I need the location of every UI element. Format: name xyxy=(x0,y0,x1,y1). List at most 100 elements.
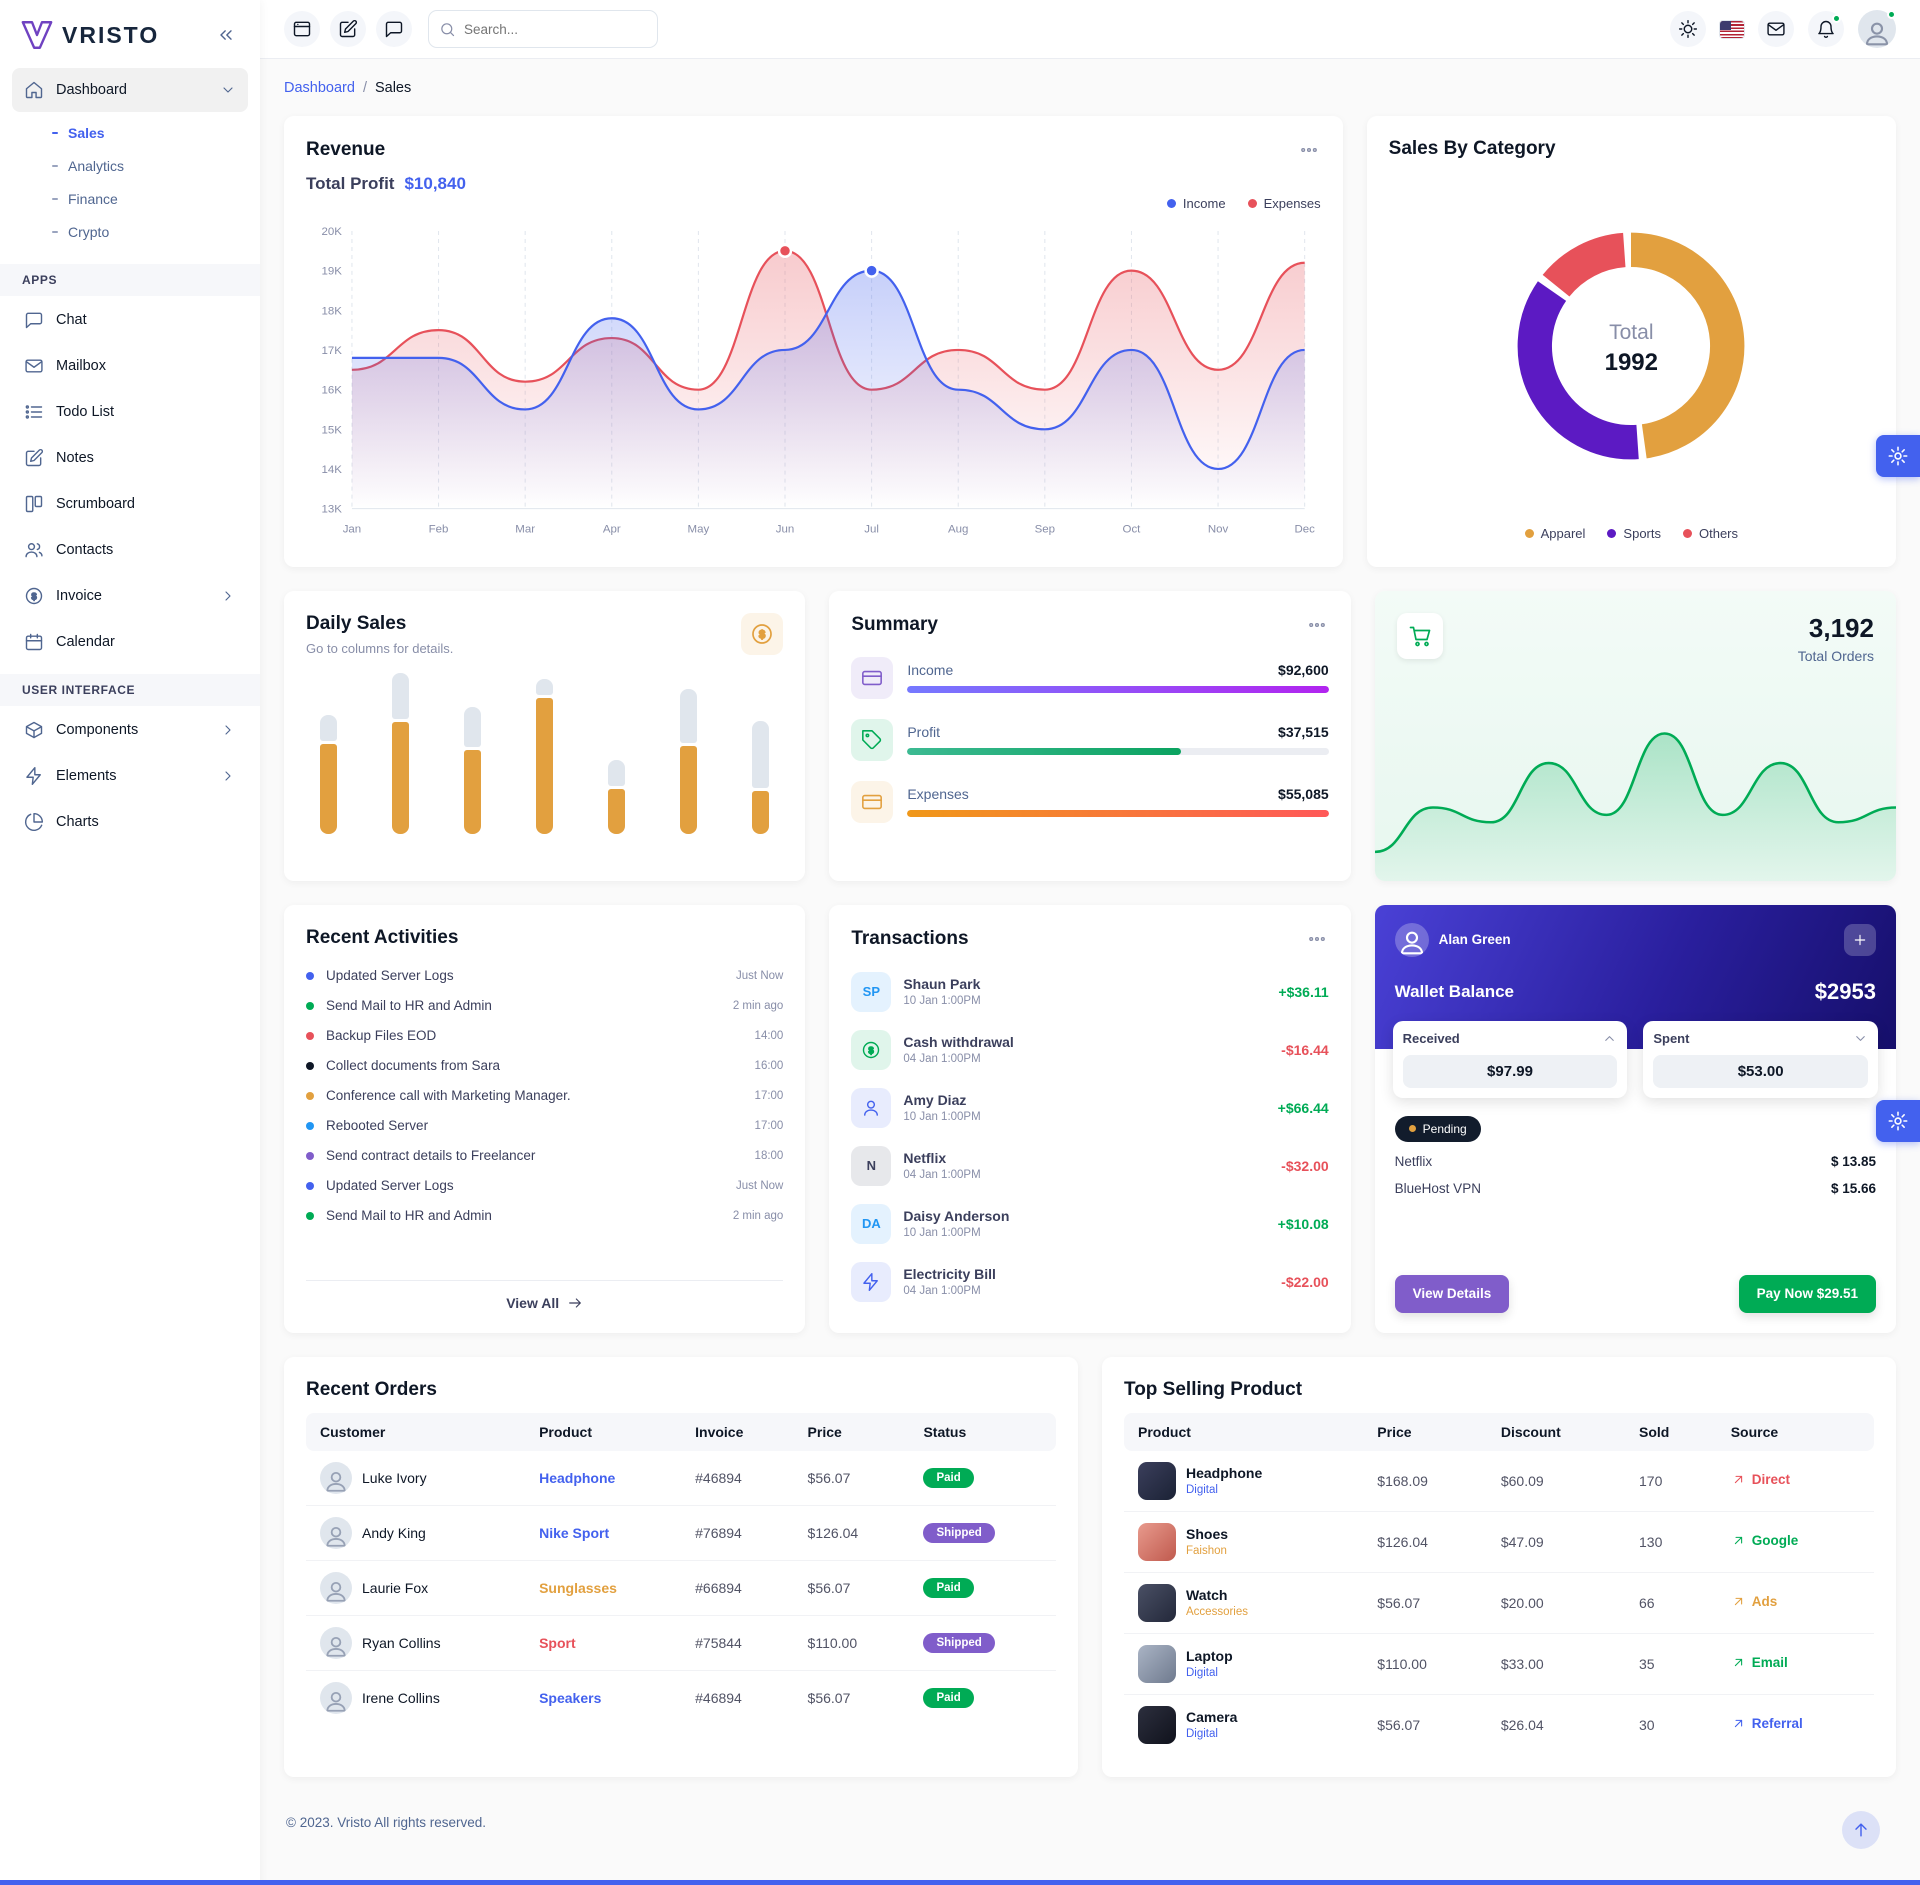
calendar-shortcut-button[interactable] xyxy=(284,11,320,47)
sidebar-item-invoice[interactable]: Invoice xyxy=(12,574,248,618)
sidebar-nav: Dashboard Sales Analytics Finance Crypto… xyxy=(0,68,260,844)
view-details-button[interactable]: View Details xyxy=(1394,1274,1510,1313)
sidebar-item-mailbox[interactable]: Mailbox xyxy=(12,344,248,388)
list-item[interactable]: Send Mail to HR and Admin 2 min ago xyxy=(306,991,783,1021)
transactions-menu-button[interactable] xyxy=(1305,927,1329,951)
product-link[interactable]: Sunglasses xyxy=(539,1579,617,1596)
wallet-add-button[interactable] xyxy=(1843,923,1876,956)
product-image xyxy=(1138,1461,1176,1500)
todo-shortcut-button[interactable] xyxy=(330,11,366,47)
avatar xyxy=(320,1461,352,1494)
svg-text:13K: 13K xyxy=(322,504,343,516)
received-dropdown[interactable]: Received xyxy=(1403,1031,1618,1046)
product-link[interactable]: Speakers xyxy=(539,1689,602,1706)
list-item[interactable]: DA Daisy Anderson 10 Jan 1:00PM +$10.08 xyxy=(851,1195,1329,1253)
sidebar-collapse-button[interactable] xyxy=(212,21,240,49)
list-item[interactable]: Cash withdrawal 04 Jan 1:00PM -$16.44 xyxy=(851,1021,1329,1079)
list-item[interactable]: N Netflix 04 Jan 1:00PM -$32.00 xyxy=(851,1137,1329,1195)
table-row[interactable]: Laptop Digital $110.00 $33.00 35 Email xyxy=(1124,1633,1874,1695)
list-item[interactable]: Collect documents from Sara 16:00 xyxy=(306,1051,783,1081)
product-link[interactable]: Nike Sport xyxy=(539,1524,610,1541)
table-row[interactable]: Laurie Fox Sunglasses #66894 $56.07 Paid xyxy=(306,1560,1056,1616)
list-item[interactable]: Conference call with Marketing Manager. 1… xyxy=(306,1081,783,1111)
list-item[interactable]: Amy Diaz 10 Jan 1:00PM +$66.44 xyxy=(851,1079,1329,1137)
arrow-right-icon xyxy=(567,1295,583,1311)
list-item[interactable]: Updated Server Logs Just Now xyxy=(306,1171,783,1201)
settings-button[interactable] xyxy=(1876,435,1920,477)
wallet-balance-value: $2953 xyxy=(1814,978,1876,1004)
table-row[interactable]: Andy King Nike Sport #76894 $126.04 Ship… xyxy=(306,1505,1056,1561)
recent-orders-title: Recent Orders xyxy=(306,1378,437,1400)
calendar-icon xyxy=(24,632,44,652)
sidebar-item-chat[interactable]: Chat xyxy=(12,298,248,342)
product-link[interactable]: Sport xyxy=(539,1634,576,1651)
sidebar-item-sales[interactable]: Sales xyxy=(52,116,260,149)
sidebar-item-components[interactable]: Components xyxy=(12,708,248,752)
sidebar-section-apps: APPS xyxy=(0,264,260,296)
sidebar-item-analytics[interactable]: Analytics xyxy=(52,149,260,182)
user-menu[interactable] xyxy=(1858,10,1896,48)
sidebar-item-finance[interactable]: Finance xyxy=(52,182,260,215)
table-row[interactable]: Headphone Digital $168.09 $60.09 170 Dire… xyxy=(1124,1450,1874,1512)
source-link[interactable]: Referral xyxy=(1731,1716,1803,1731)
list-item[interactable]: Send Mail to HR and Admin 2 min ago xyxy=(306,1201,783,1231)
language-flag-us[interactable] xyxy=(1720,20,1744,38)
sidebar-item-elements[interactable]: Elements xyxy=(12,754,248,798)
search-input[interactable] xyxy=(464,21,647,37)
view-all-button[interactable]: View All xyxy=(506,1295,583,1311)
sidebar-item-crypto[interactable]: Crypto xyxy=(52,215,260,248)
pay-now-button[interactable]: Pay Now $29.51 xyxy=(1738,1274,1876,1313)
list-item[interactable]: Send contract details to Freelancer 18:00 xyxy=(306,1141,783,1171)
table-row[interactable]: Luke Ivory Headphone #46894 $56.07 Paid xyxy=(306,1450,1056,1506)
list-item[interactable]: Electricity Bill 04 Jan 1:00PM -$22.00 xyxy=(851,1253,1329,1311)
sidebar-item-scrumboard[interactable]: Scrumboard xyxy=(12,482,248,526)
list-item[interactable]: SP Shaun Park 10 Jan 1:00PM +$36.11 xyxy=(851,963,1329,1021)
sidebar-item-todo-list[interactable]: Todo List xyxy=(12,390,248,434)
sidebar-item-calendar[interactable]: Calendar xyxy=(12,620,248,664)
sales-by-category-card: Sales By Category Total 1992 Apparel Spo… xyxy=(1366,116,1896,567)
wallet-card: Alan Green Wallet Balance $2953 Received xyxy=(1374,904,1896,1333)
summary-income-row: Income $92,600 xyxy=(851,656,1329,699)
settings-button[interactable] xyxy=(1876,1100,1920,1142)
bar xyxy=(536,678,554,834)
table-row[interactable]: Irene Collins Speakers #46894 $56.07 Pai… xyxy=(306,1670,1056,1725)
bar xyxy=(752,721,770,834)
source-link[interactable]: Direct xyxy=(1731,1472,1790,1487)
notifications-button[interactable] xyxy=(1808,11,1844,47)
messages-button[interactable] xyxy=(1758,11,1794,47)
theme-toggle-button[interactable] xyxy=(1670,11,1706,47)
sidebar-item-contacts[interactable]: Contacts xyxy=(12,528,248,572)
donut-center-label: Total xyxy=(1609,320,1654,344)
product-link[interactable]: Headphone xyxy=(539,1469,616,1486)
breadcrumb-dashboard[interactable]: Dashboard xyxy=(284,80,355,96)
chat-shortcut-button[interactable] xyxy=(376,11,412,47)
revenue-title: Revenue xyxy=(306,139,386,160)
table-row[interactable]: Ryan Collins Sport #75844 $110.00 Shippe… xyxy=(306,1615,1056,1671)
sidebar-item-dashboard[interactable]: Dashboard xyxy=(12,68,248,112)
svg-text:20K: 20K xyxy=(322,226,343,238)
top-selling-card: Top Selling Product Product Price Discou… xyxy=(1102,1356,1896,1777)
expenses-progress-bar xyxy=(907,810,1329,818)
chat-icon xyxy=(24,310,44,330)
scroll-to-top-button[interactable] xyxy=(1842,1811,1880,1849)
bar xyxy=(320,715,337,834)
transactions-title: Transactions xyxy=(851,927,969,949)
table-row[interactable]: Shoes Faishon $126.04 $47.09 130 Google xyxy=(1124,1511,1874,1573)
list-item[interactable]: Backup Files EOD 14:00 xyxy=(306,1021,783,1051)
app-logo[interactable]: VRISTO xyxy=(20,18,159,52)
list-item[interactable]: Rebooted Server 17:00 xyxy=(306,1111,783,1141)
external-link-icon xyxy=(1731,1716,1746,1731)
summary-menu-button[interactable] xyxy=(1305,613,1329,637)
source-link[interactable]: Email xyxy=(1731,1655,1788,1670)
table-row[interactable]: Watch Accessories $56.07 $20.00 66 Ads xyxy=(1124,1572,1874,1634)
sidebar-item-notes[interactable]: Notes xyxy=(12,436,248,480)
source-link[interactable]: Google xyxy=(1731,1533,1798,1548)
table-row[interactable]: Camera Digital $56.07 $26.04 30 Referral xyxy=(1124,1694,1874,1755)
source-link[interactable]: Ads xyxy=(1731,1594,1777,1609)
list-item[interactable]: Updated Server Logs Just Now xyxy=(306,961,783,991)
arrow-up-icon xyxy=(1851,1820,1871,1840)
sidebar-item-charts[interactable]: Charts xyxy=(12,800,248,844)
avatar: DA xyxy=(851,1203,892,1244)
revenue-menu-button[interactable] xyxy=(1297,138,1321,162)
spent-dropdown[interactable]: Spent xyxy=(1653,1031,1868,1046)
